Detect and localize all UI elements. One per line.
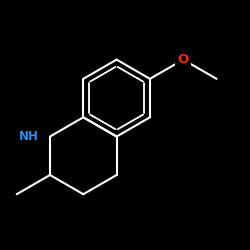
Text: NH: NH [19,130,39,143]
Text: O: O [178,53,189,66]
